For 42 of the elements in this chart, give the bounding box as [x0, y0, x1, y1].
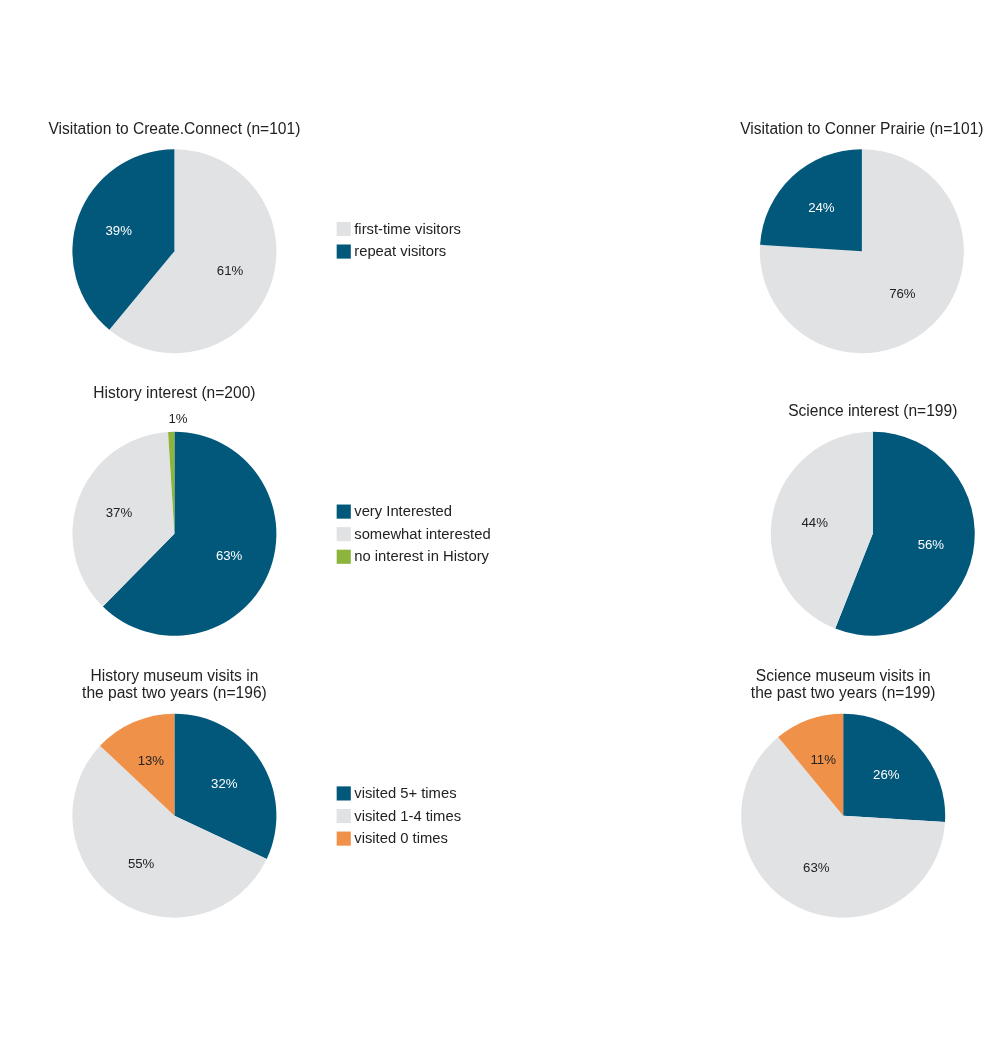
data-label: 11% [810, 751, 837, 767]
chart-title: Science museum visits in the past two years (n=199) [750, 666, 936, 702]
data-label: 63% [215, 548, 243, 564]
legend-label: very Interested [354, 503, 453, 520]
data-label: 24% [808, 199, 835, 215]
pie-slice [843, 713, 945, 823]
chart-title: Science interest (n=199) [788, 402, 958, 420]
data-label: 61% [216, 263, 244, 279]
pie-slice [760, 149, 862, 252]
data-label: 13% [137, 753, 165, 769]
data-label: 44% [801, 514, 829, 530]
legend-label: visited 0 times [354, 830, 448, 847]
data-label: 26% [873, 767, 900, 783]
pie-slice [770, 431, 873, 629]
pie-slice [100, 713, 175, 816]
chart-title: History interest (n=200) [93, 384, 256, 402]
chart-title: History museum visits in the past two years (n=196) [82, 666, 267, 702]
legend-label: visited 5+ times [354, 785, 457, 802]
pie-slice [741, 737, 945, 918]
data-label: 56% [917, 536, 945, 552]
chart-title: Visitation to Conner Prairie (n=101) [740, 119, 984, 137]
pie-slice [72, 149, 175, 330]
pie-slice [760, 149, 964, 354]
data-label: 1% [168, 411, 188, 427]
legend-label: repeat visitors [354, 243, 447, 260]
data-label: 55% [127, 856, 155, 872]
data-label: 37% [105, 504, 133, 520]
legend-label: no interest in History [354, 548, 490, 565]
data-label: 63% [803, 860, 830, 876]
legend-label: somewhat interested [354, 525, 491, 542]
chart-title: Visitation to Create.Connect (n=101) [48, 119, 301, 137]
data-label: 32% [211, 775, 238, 791]
pie-slice [72, 432, 175, 607]
legend-label: first-time visitors [354, 220, 462, 237]
pie-slice [778, 713, 844, 816]
pie-slice [72, 745, 267, 918]
data-label: 76% [889, 286, 916, 302]
pie-slice [102, 431, 277, 636]
legend-label: visited 1-4 times [354, 807, 462, 824]
pie-slice [835, 431, 975, 636]
data-label: 39% [105, 223, 133, 239]
pie-slice [174, 713, 277, 860]
